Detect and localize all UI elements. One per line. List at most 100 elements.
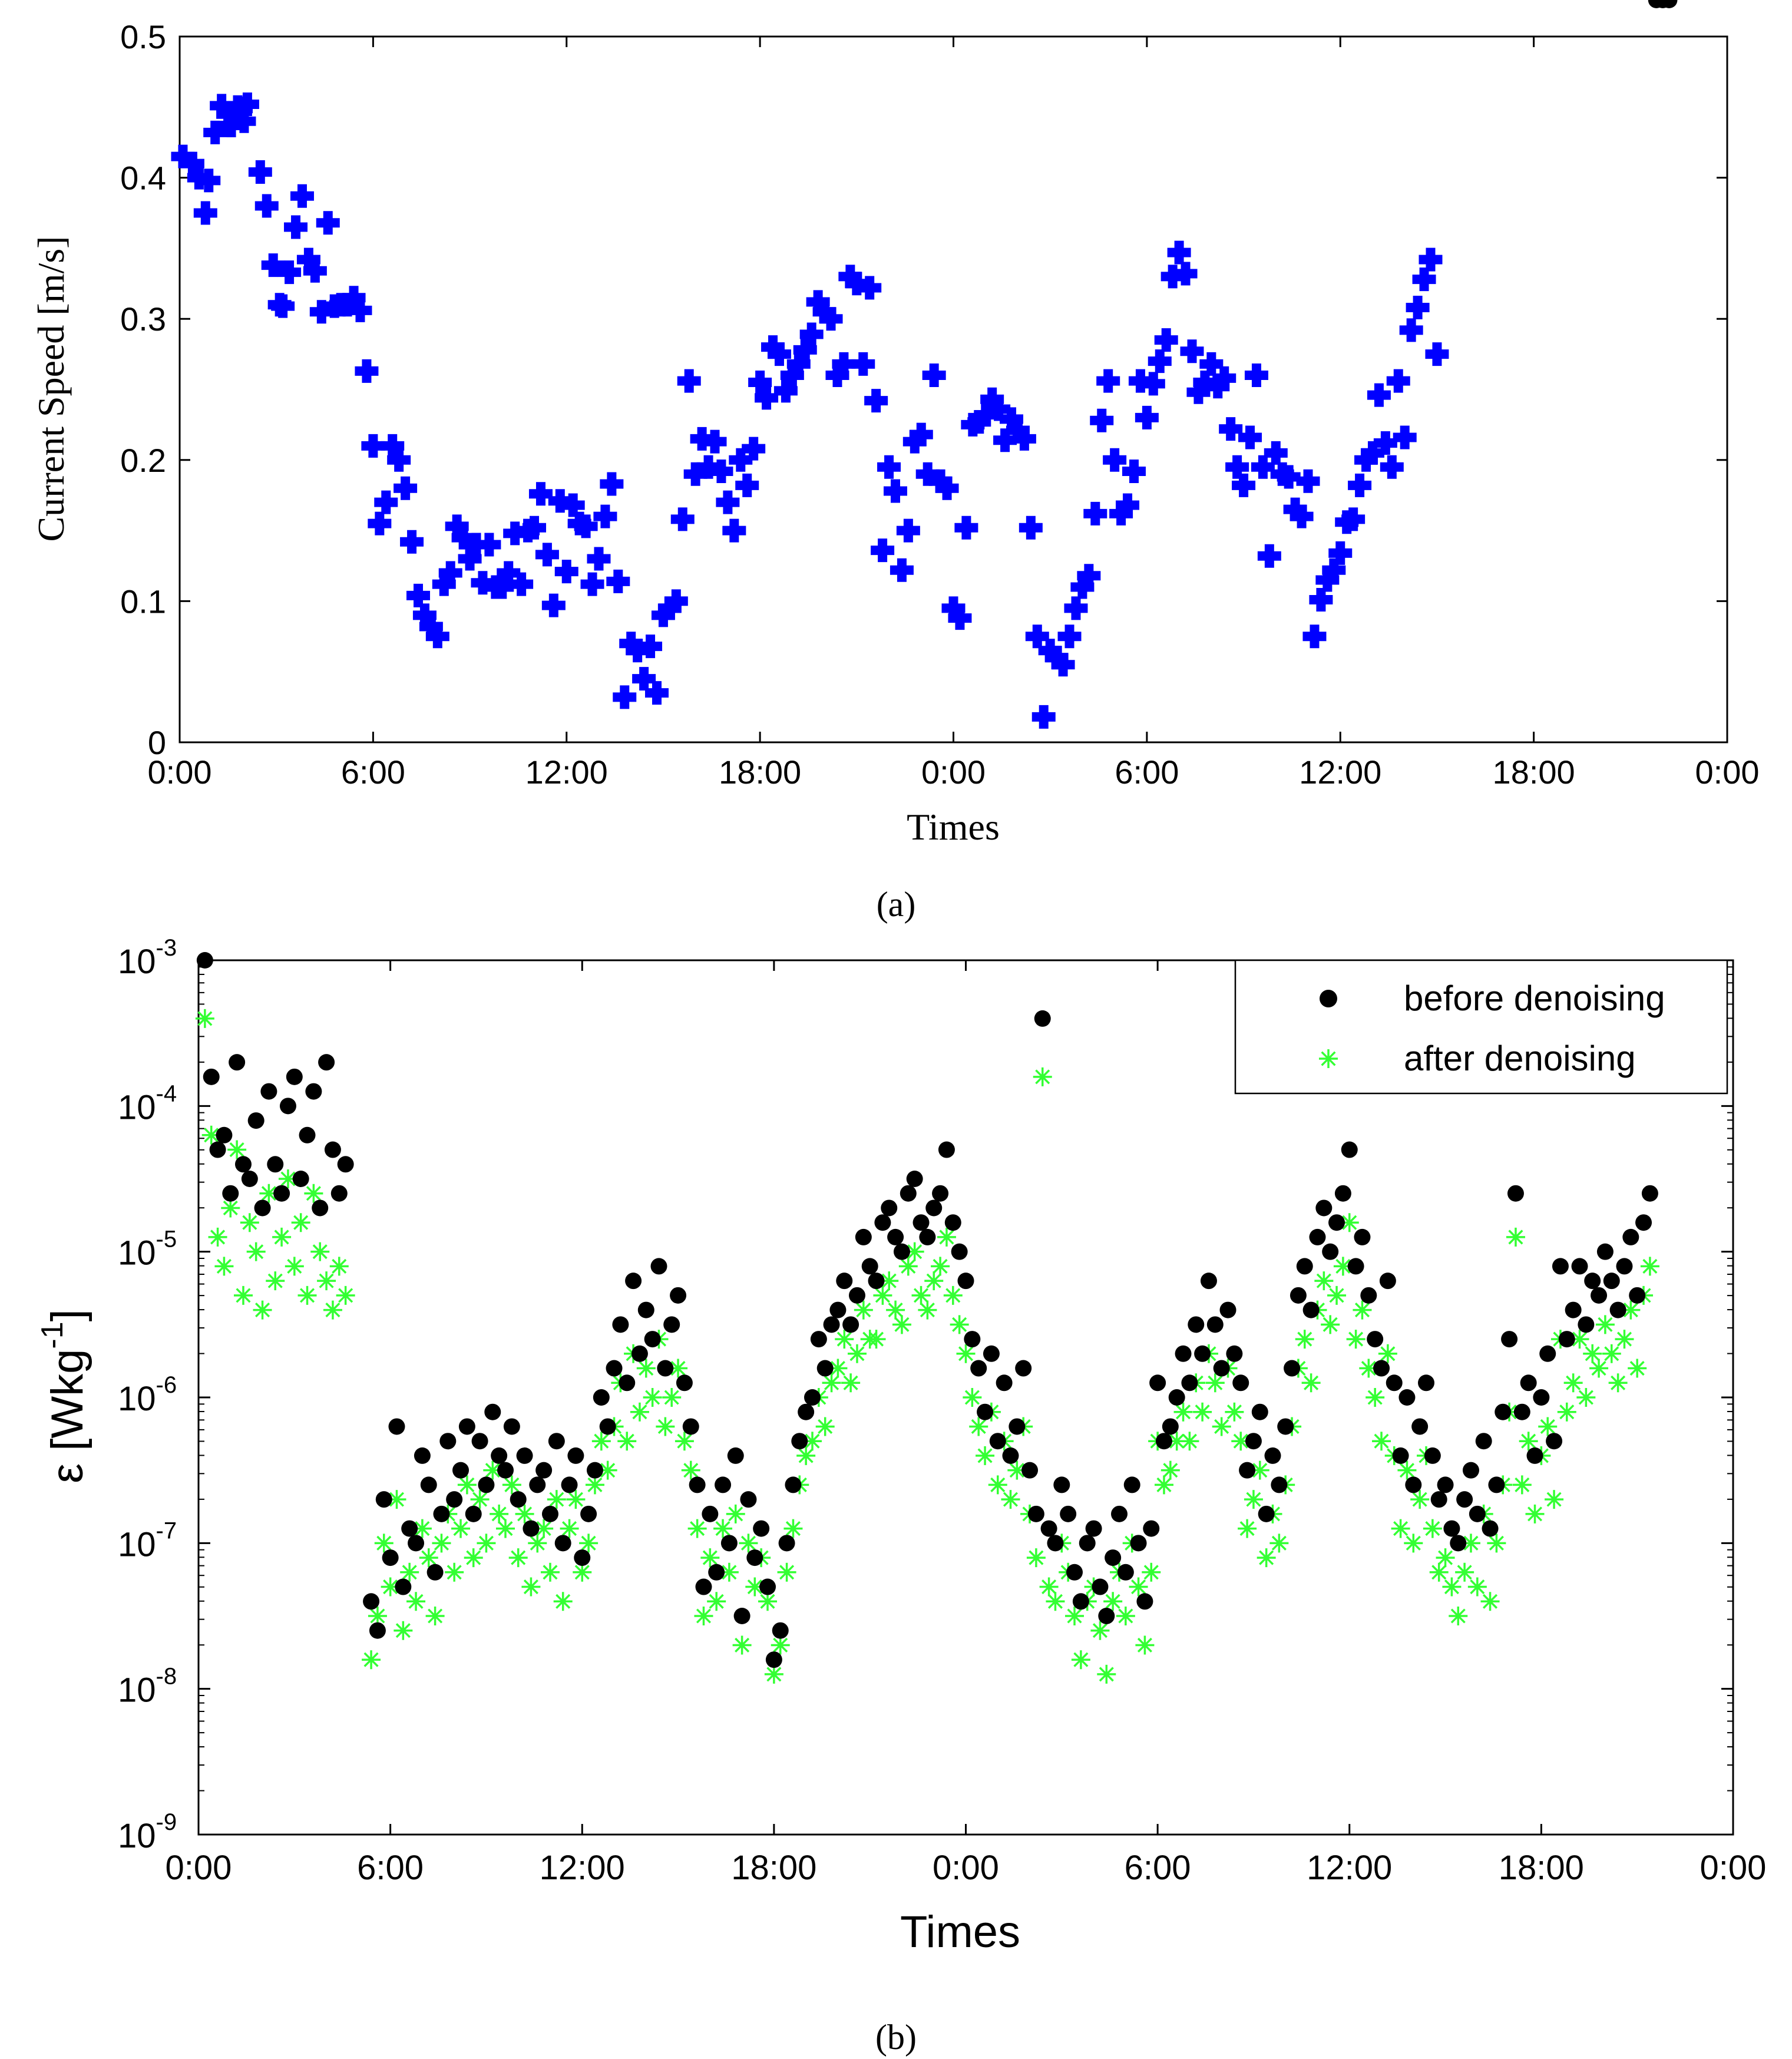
panel-b-before-denoising-marker	[612, 1316, 629, 1333]
panel-a-speed-marker	[773, 379, 798, 403]
panel-a-y-tick-label: 0	[148, 724, 166, 761]
panel-b-after-denoising-marker	[496, 1519, 515, 1538]
panel-b-before-denoising-marker	[932, 1185, 949, 1202]
panel-b-before-denoising-marker	[312, 1199, 329, 1217]
panel-a-speed-marker	[1328, 541, 1353, 565]
panel-b-after-denoising-marker	[515, 1504, 534, 1523]
panel-b-before-denoising-marker	[1405, 1476, 1422, 1493]
panel-a-speed-marker	[580, 572, 604, 596]
panel-b-after-denoising-marker	[1461, 1533, 1480, 1553]
panel-b-x-tick-label: 12:00	[540, 1849, 625, 1887]
panel-a-speed-marker	[342, 286, 366, 310]
panel-b-y-axis-label-close: ]	[42, 1309, 92, 1321]
panel-b-after-denoising-marker	[656, 1417, 675, 1436]
panel-b-before-denoising-marker	[196, 952, 213, 969]
panel-a-speed-marker	[1244, 363, 1268, 388]
panel-b-after-denoising-marker	[873, 1285, 892, 1305]
panel-a-speed-marker	[1386, 369, 1410, 393]
panel-a-speed-marker	[1264, 441, 1288, 465]
panel-a-speed-marker	[303, 259, 327, 283]
panel-b-before-denoising-marker	[491, 1447, 508, 1464]
panel-b-before-denoising-marker	[1060, 1505, 1077, 1522]
panel-b-before-denoising-marker	[1066, 1564, 1083, 1581]
panel-b-after-denoising-marker	[1033, 1067, 1052, 1086]
panel-b-after-denoising-marker	[419, 1548, 438, 1568]
panel-b-y-tick-label: 10-7	[118, 1518, 177, 1564]
panel-a-speed-marker	[1057, 624, 1082, 649]
panel-b-y-tick-base: 10	[118, 1380, 156, 1418]
panel-b-after-denoising-marker	[368, 1607, 387, 1625]
panel-a-speed-marker	[677, 369, 701, 393]
panel-a-speed-marker	[497, 561, 521, 585]
panel-b-after-denoising-marker	[771, 1635, 790, 1655]
panel-b-before-denoising-marker	[529, 1476, 546, 1493]
panel-b-after-denoising-marker	[905, 1242, 924, 1261]
panel-a-speed-marker	[683, 462, 707, 486]
panel-b-before-denoising-marker	[1622, 1228, 1639, 1245]
panel-a-speed-marker	[716, 490, 740, 514]
panel-a-speed-marker	[1360, 441, 1384, 465]
panel-a-speed-marker	[464, 533, 488, 557]
panel-b-before-denoising-marker	[267, 1156, 284, 1173]
panel-a-speed-marker	[180, 151, 204, 176]
panel-b-before-denoising-marker	[305, 1083, 322, 1100]
panel-b-before-denoising-marker	[1591, 1287, 1608, 1304]
panel-a-speed-marker	[1225, 455, 1249, 479]
panel-b-after-denoising-marker	[221, 1198, 240, 1218]
panel-b-before-denoising-marker	[1578, 1316, 1595, 1333]
panel-a-speed-marker	[1167, 240, 1191, 265]
panel-b-after-denoising-marker	[911, 1285, 931, 1305]
panel-a-x-tick-label: 0:00	[148, 753, 212, 791]
panel-b-before-denoising-marker	[1015, 1360, 1032, 1377]
panel-b-before-denoising-marker	[619, 1374, 636, 1392]
panel-b-before-denoising-marker	[1571, 1258, 1588, 1275]
panel-b-after-denoising-marker	[898, 1257, 918, 1276]
panel-b-before-denoising-marker	[1411, 1418, 1429, 1435]
panel-b-before-denoising-marker	[516, 1447, 533, 1464]
panel-a-speed-marker	[1173, 262, 1198, 286]
panel-b-before-denoising-marker	[1155, 1433, 1172, 1450]
panel-a-speed-marker	[1083, 501, 1107, 526]
panel-b-after-denoising-marker	[1269, 1533, 1289, 1553]
panel-b-before-denoising-marker	[222, 1185, 239, 1202]
panel-b-legend: before denoising after denoising	[1234, 959, 1728, 1095]
panel-b-after-denoising-marker	[573, 1562, 592, 1582]
panel-b-after-denoising-marker	[636, 1359, 656, 1378]
panel-b-after-denoising-marker	[374, 1533, 394, 1553]
panel-a-speed-marker	[639, 634, 663, 659]
panel-b-after-denoising-marker	[1116, 1607, 1135, 1625]
panel-b-before-denoising-marker	[964, 1331, 981, 1348]
panel-a-y-ticks: 0 0.1 0.2 0.3 0.4 0.5	[120, 18, 1727, 761]
panel-b-before-denoising-marker	[382, 1549, 399, 1566]
panel-b-before-denoising-marker	[593, 1389, 610, 1406]
panel-a-y-tick-label: 0.1	[120, 583, 166, 620]
panel-b-after-denoising-marker	[1519, 1432, 1538, 1451]
panel-a-speed-marker	[387, 448, 411, 472]
panel-b-before-denoising-marker	[1315, 1199, 1333, 1217]
panel-b-after-denoising-marker	[681, 1460, 700, 1480]
panel-b-after-denoising-marker	[310, 1242, 330, 1261]
panel-a-x-tick-label: 6:00	[1115, 753, 1179, 791]
panel-b-before-denoising-marker	[785, 1476, 802, 1493]
panel-a-speed-marker	[664, 589, 688, 613]
panel-b-after-denoising-marker	[892, 1315, 911, 1334]
panel-a-speed-marker	[967, 410, 991, 434]
panel-a-speed-marker	[348, 298, 372, 322]
panel-b-after-denoising-marker	[1065, 1607, 1085, 1625]
panel-b-after-denoising-marker	[547, 1490, 566, 1509]
panel-a-speed-marker	[1070, 575, 1095, 599]
panel-a-speed-marker	[419, 614, 443, 639]
panel-b-after-denoising-marker	[1167, 1432, 1186, 1451]
panel-b-before-denoising-marker	[881, 1199, 898, 1217]
panel-b-after-denoising-marker	[1257, 1548, 1276, 1568]
panel-b-y-tick-exponent: -9	[156, 1809, 177, 1835]
panel-b-before-denoising-marker	[1136, 1593, 1153, 1610]
panel-b-before-denoising-marker	[1475, 1433, 1492, 1450]
panel-b-after-denoising-marker	[835, 1330, 854, 1349]
panel-b-before-denoising-marker	[925, 1199, 943, 1217]
panel-b-before-denoising-marker	[1085, 1520, 1102, 1537]
panel-b-before-denoising-marker	[983, 1345, 1000, 1362]
panel-b-after-denoising-marker	[1467, 1577, 1487, 1597]
panel-b-before-denoising-marker	[484, 1403, 501, 1420]
panel-a-speed-marker	[1341, 507, 1366, 531]
